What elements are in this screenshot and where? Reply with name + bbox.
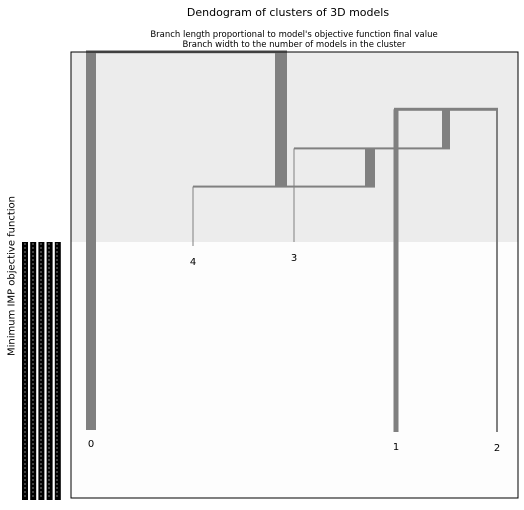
leaf-label-2: 2 xyxy=(494,443,500,454)
leaf-labels: 0 4 3 1 2 xyxy=(88,253,500,454)
branch-leaf-4 xyxy=(192,186,194,246)
chart-subtitle: Branch length proportional to model's ob… xyxy=(0,30,524,50)
branch-cluster-3-1-2 xyxy=(365,148,375,187)
chart-title: Dendogram of clusters of 3D models xyxy=(186,6,390,19)
branch-leaf-1 xyxy=(393,109,399,433)
plot-frame xyxy=(70,51,519,499)
subtitle-line-1: Branch length proportional to model's ob… xyxy=(150,30,438,40)
leaf-label-4: 4 xyxy=(190,257,196,268)
y-tick-block xyxy=(54,242,61,500)
leaf-label-0: 0 xyxy=(88,439,94,450)
y-tick-block xyxy=(30,242,37,500)
y-tick-block xyxy=(38,242,45,500)
background-bands xyxy=(71,52,518,498)
branch-leaf-3 xyxy=(293,148,295,242)
branch-cluster-4-3-1-2 xyxy=(275,51,287,187)
branch-leaf-0 xyxy=(86,51,96,431)
subtitle-line-2: Branch width to the number of models in … xyxy=(182,40,406,50)
y-tick-marks xyxy=(22,242,62,500)
band-lower xyxy=(71,242,518,498)
leaf-label-1: 1 xyxy=(393,442,399,453)
leaf-label-3: 3 xyxy=(291,253,297,264)
y-tick-block xyxy=(46,242,53,500)
y-tick-block xyxy=(22,242,28,500)
branch-leaf-2 xyxy=(496,109,498,433)
branch-cluster-1-2 xyxy=(442,109,450,149)
